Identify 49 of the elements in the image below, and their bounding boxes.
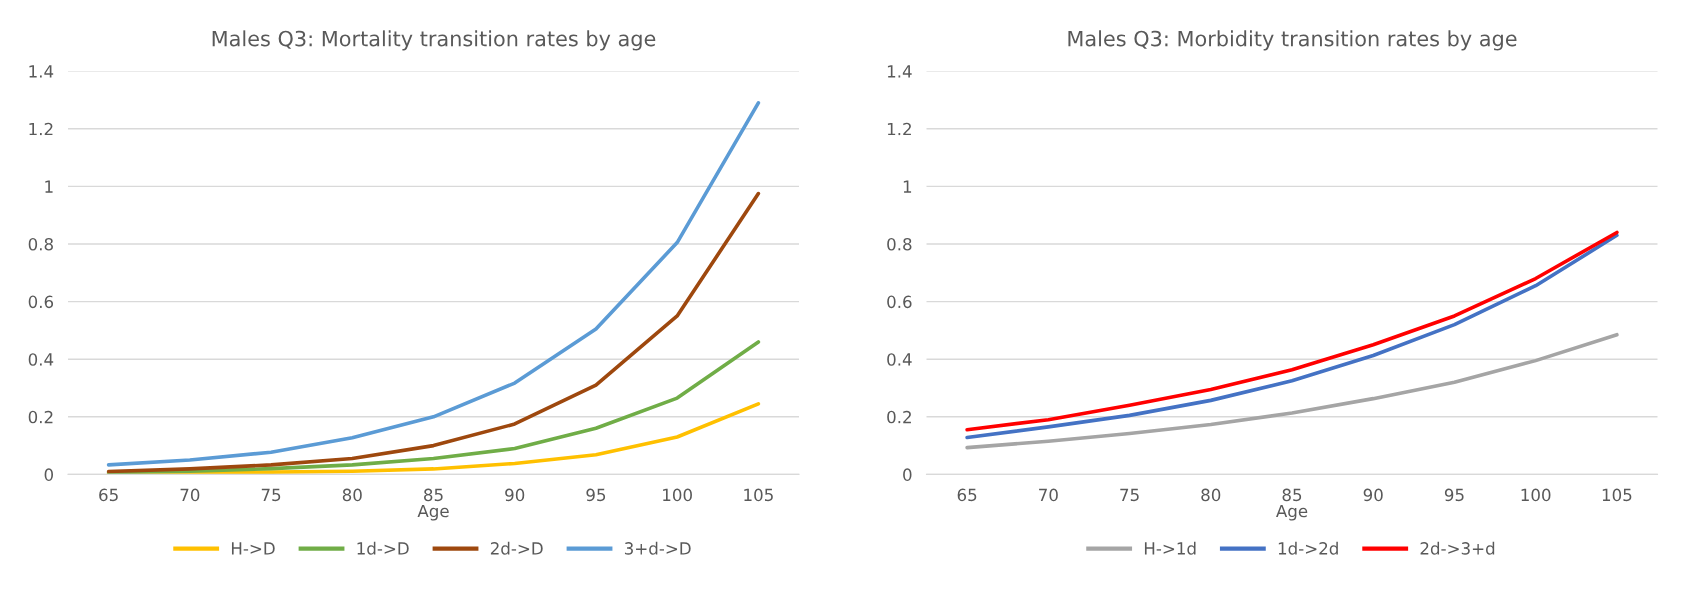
chart-title: Males Q3: Mortality transition rates by age: [212, 30, 656, 51]
x-tick-label: 90: [1363, 488, 1383, 502]
legend-label: H->1d: [1144, 541, 1196, 555]
y-tick-label: 0.8: [887, 237, 912, 251]
x-tick-label: 80: [342, 488, 362, 502]
y-tick-label: 0.6: [887, 295, 912, 309]
legend-label: 1d->D: [357, 541, 409, 555]
x-tick-label: 75: [1120, 488, 1139, 502]
x-tick-label: 70: [180, 488, 200, 502]
y-tick-label: 1.2: [29, 122, 53, 136]
y-tick-label: 0: [44, 468, 53, 481]
line-series: [106, 191, 761, 474]
x-axis-title: Age: [417, 504, 449, 521]
line-series: [106, 340, 761, 475]
x-tick-label: 85: [424, 488, 443, 502]
line-series: [965, 332, 1619, 450]
y-tick-label: 0.2: [28, 410, 53, 424]
x-tick-label: 65: [99, 488, 118, 502]
x-tick-label: 90: [505, 488, 525, 502]
x-tick-label: 70: [1039, 488, 1058, 502]
line-series: [106, 101, 761, 467]
x-tick-label: 105: [1602, 488, 1632, 502]
x-tick-label: 85: [1282, 488, 1302, 502]
legend-label: H->D: [231, 542, 275, 555]
y-tick-label: 1.2: [887, 122, 911, 136]
legend-label: 2d->D: [490, 541, 543, 555]
x-tick-label: 80: [1201, 488, 1221, 502]
y-tick-label: 0.4: [28, 353, 54, 366]
y-tick-label: 1.4: [29, 65, 54, 78]
y-tick-label: 0.8: [28, 237, 53, 251]
x-tick-label: 65: [957, 488, 977, 502]
legend-label: 2d->3+d: [1420, 541, 1495, 555]
y-tick-label: 0.4: [887, 353, 912, 366]
y-tick-label: 0.6: [28, 295, 54, 309]
x-axis-title: Age: [1276, 504, 1308, 521]
y-tick-label: 1: [45, 180, 53, 193]
x-tick-label: 95: [1444, 488, 1464, 502]
x-tick-label: 105: [744, 488, 773, 502]
legend-label: 3+d->D: [624, 541, 691, 555]
y-tick-label: 1: [903, 180, 912, 193]
y-tick-label: 0: [903, 468, 912, 481]
x-tick-label: 95: [586, 488, 606, 502]
y-tick-label: 0.2: [887, 410, 911, 424]
legend-label: 1d->2d: [1278, 541, 1338, 555]
x-tick-label: 75: [261, 488, 281, 502]
x-tick-label: 100: [1521, 488, 1551, 502]
y-tick-label: 1.4: [887, 65, 912, 78]
x-tick-label: 100: [663, 488, 692, 502]
chart-title: Males Q3: Morbidity transition rates by age: [1068, 30, 1517, 51]
